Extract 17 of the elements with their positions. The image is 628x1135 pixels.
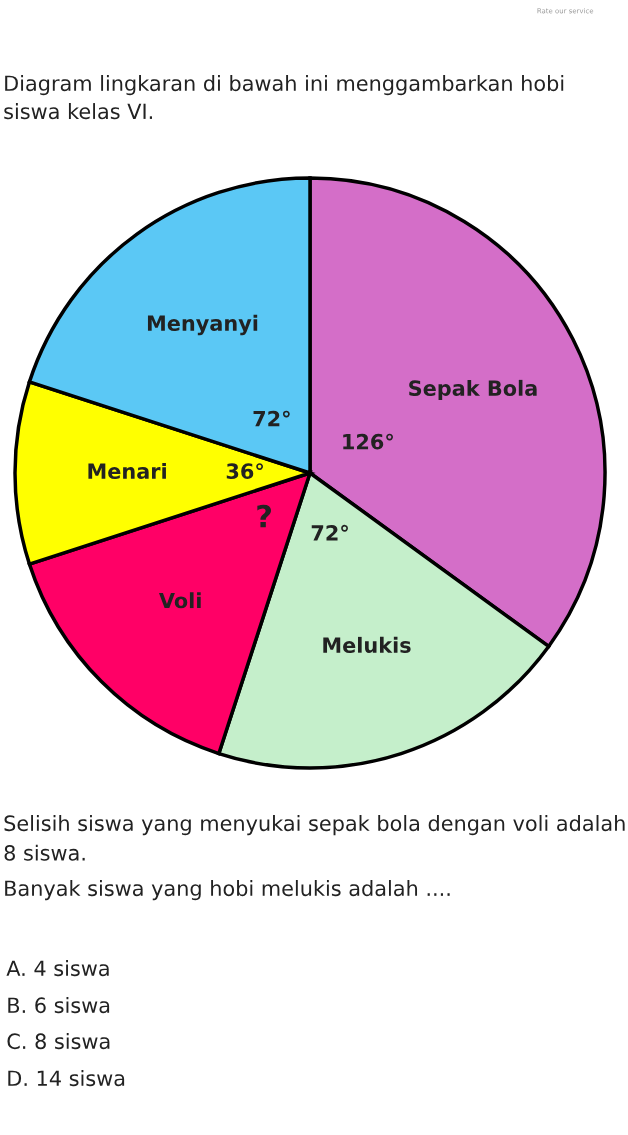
text: Banyak siswa yang hobi melukis adalah .... (5, 880, 450, 901)
data-label: 36° (226, 463, 263, 480)
data-label: 72° (311, 524, 348, 541)
text: B. 6 siswa (8, 997, 110, 1014)
chart-title: Diagram lingkaran di bawah ini menggambarkan hobi siswa kelas VI. (4, 75, 564, 120)
text: D. 14 siswa (8, 1070, 125, 1087)
data-label: 126° (343, 433, 393, 450)
slice-label: Voli (158, 592, 201, 609)
text: Selisih siswa yang menyukai sepak bola dengan voli adalah 8 siswa. (4, 815, 625, 861)
text: A. 4 siswa (6, 960, 109, 977)
slice-label: Sepak Bola (409, 379, 537, 401)
slice-label: Menyanyi (147, 314, 258, 336)
data-label: 72° (253, 410, 290, 427)
slice-label: Menari (88, 462, 166, 480)
data-label: ? (257, 504, 271, 528)
slice-label: Melukis (323, 636, 411, 653)
text: C. 8 siswa (7, 1033, 110, 1050)
